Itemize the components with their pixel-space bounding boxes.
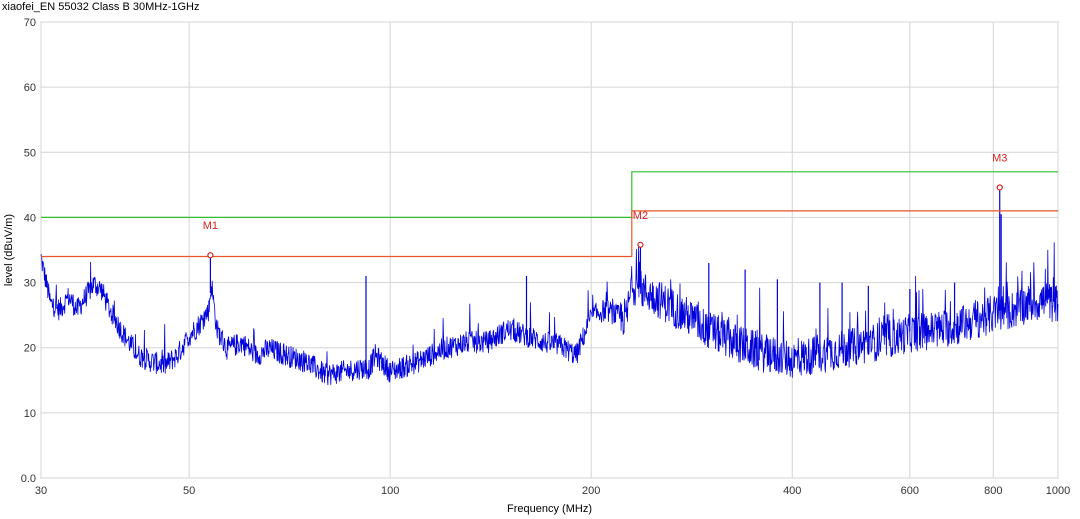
- x-tick-label: 30: [35, 485, 47, 497]
- y-tick-label: 40: [24, 212, 36, 224]
- y-tick-label: 70: [24, 17, 36, 29]
- marker-point-m1: [207, 252, 214, 259]
- plot-frame: [40, 21, 1059, 479]
- measurement-trace: [40, 242, 1059, 386]
- x-tick-label: 100: [381, 485, 399, 497]
- x-tick-label: 200: [582, 485, 600, 497]
- chart-title: xiaofei_EN 55032 Class B 30MHz-1GHz: [2, 1, 200, 13]
- limit-line-red: [41, 210, 1058, 258]
- x-tick-label: 50: [183, 485, 195, 497]
- x-axis-label: Frequency (MHz): [507, 503, 592, 515]
- limit-line-green: [41, 171, 1058, 218]
- y-tick-label: 0.0: [21, 473, 36, 485]
- x-tick-label: 600: [901, 485, 919, 497]
- marker-point-m2: [637, 241, 644, 248]
- y-axis-label: level (dBuV/m): [3, 214, 15, 286]
- y-tick-label: 30: [24, 278, 36, 290]
- x-tick-label: 1000: [1046, 485, 1070, 497]
- marker-label-m3: M3: [992, 152, 1007, 164]
- x-tick-label: 800: [984, 485, 1002, 497]
- y-tick-label: 10: [24, 408, 36, 420]
- y-tick-label: 60: [24, 82, 36, 94]
- marker-label-m2: M2: [633, 210, 648, 222]
- marker-point-m3: [996, 184, 1003, 191]
- y-tick-label: 50: [24, 147, 36, 159]
- marker-label-m1: M1: [203, 220, 218, 232]
- y-tick-label: 20: [24, 343, 36, 355]
- x-tick-label: 400: [783, 485, 801, 497]
